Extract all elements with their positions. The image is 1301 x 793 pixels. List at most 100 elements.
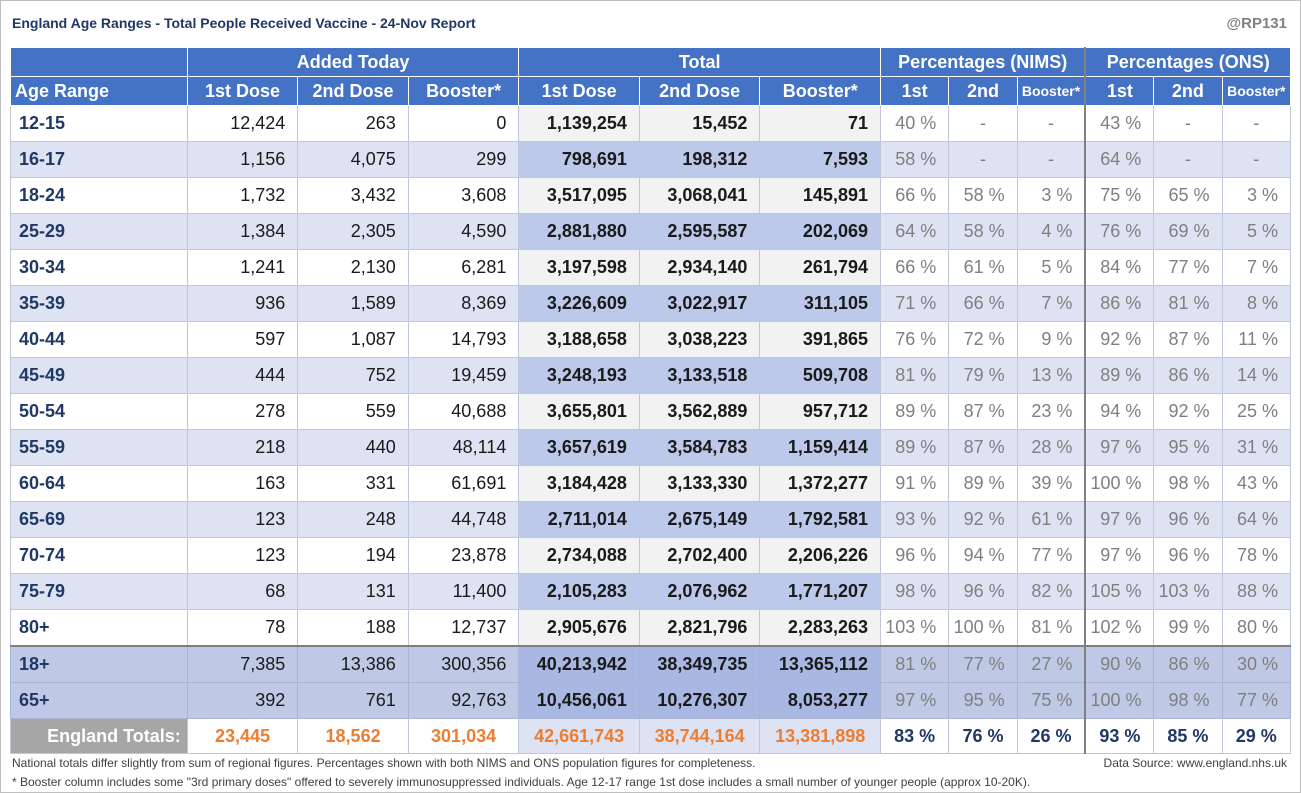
ons-booster-cell: 5 %	[1221, 213, 1292, 250]
nims-booster-cell: 28 %	[1016, 429, 1087, 466]
col-age-range: Age Range	[10, 76, 188, 106]
table-row: 16-17 1,156 4,075 299 798,691 198,312 7,593 58 …	[10, 141, 1292, 178]
ons-2nd-cell: 96 %	[1153, 501, 1223, 538]
data-source: Data Source: www.england.nhs.uk	[1103, 756, 1287, 770]
ons-2nd-cell: -	[1153, 141, 1223, 178]
total-booster-cell: 71	[759, 105, 881, 142]
added-1st-cell: 444	[186, 357, 299, 394]
england-totals-label: England Totals:	[10, 718, 188, 754]
header-column-row: Age Range 1st Dose 2nd Dose Booster* 1st…	[10, 76, 1292, 106]
total-2nd-cell: 2,934,140	[638, 249, 761, 286]
age-range-cell: 50-54	[10, 393, 188, 430]
age-range-cell: 40-44	[10, 321, 188, 358]
added-2nd-cell: 2,130	[297, 249, 409, 286]
total-2nd-cell: 3,068,041	[638, 177, 761, 214]
england-ons-booster-cell: 29 %	[1221, 718, 1292, 754]
ons-2nd-cell: 65 %	[1153, 177, 1223, 214]
table-row: 18+ 7,385 13,386 300,356 40,213,942 38,349,73…	[10, 645, 1292, 683]
footnote-national: National totals differ slightly from sum…	[12, 756, 756, 770]
added-1st-cell: 597	[186, 321, 299, 358]
total-2nd-cell: 38,349,735	[638, 645, 761, 683]
added-1st-cell: 936	[186, 285, 299, 322]
added-2nd-cell: 263	[297, 105, 409, 142]
added-2nd-cell: 752	[297, 357, 409, 394]
col-added-2nd-dose: 2nd Dose	[297, 76, 409, 106]
table-row: 75-79 68 131 11,400 2,105,283 2,076,962 1,771,…	[10, 573, 1292, 610]
added-1st-cell: 78	[186, 609, 299, 647]
nims-1st-cell: 98 %	[879, 573, 950, 610]
age-range-cell: 18-24	[10, 177, 188, 214]
age-range-cell: 70-74	[10, 537, 188, 574]
table-row: 18-24 1,732 3,432 3,608 3,517,095 3,068,041 14…	[10, 177, 1292, 214]
nims-2nd-cell: -	[948, 141, 1018, 178]
col-nims-1st: 1st	[879, 76, 950, 106]
nims-2nd-cell: 96 %	[948, 573, 1018, 610]
added-2nd-cell: 4,075	[297, 141, 409, 178]
nims-1st-cell: 89 %	[879, 393, 950, 430]
age-range-cell: 18+	[10, 645, 188, 683]
table-row: 55-59 218 440 48,114 3,657,619 3,584,783 1,159…	[10, 429, 1292, 466]
added-1st-cell: 1,156	[186, 141, 299, 178]
age-range-cell: 65-69	[10, 501, 188, 538]
total-booster-cell: 261,794	[759, 249, 881, 286]
added-booster-cell: 40,688	[407, 393, 520, 430]
nims-booster-cell: 77 %	[1016, 537, 1087, 574]
england-totals-row: England Totals: 23,445 18,562 301,034 42,661…	[10, 718, 1292, 754]
ons-2nd-cell: 103 %	[1153, 573, 1223, 610]
added-1st-cell: 278	[186, 393, 299, 430]
added-2nd-cell: 131	[297, 573, 409, 610]
added-1st-cell: 218	[186, 429, 299, 466]
nims-1st-cell: 71 %	[879, 285, 950, 322]
ons-booster-cell: 64 %	[1221, 501, 1292, 538]
age-range-cell: 12-15	[10, 105, 188, 142]
added-1st-cell: 123	[186, 537, 299, 574]
ons-2nd-cell: 98 %	[1153, 465, 1223, 502]
ons-booster-cell: 11 %	[1221, 321, 1292, 358]
col-total-booster: Booster*	[759, 76, 881, 106]
added-booster-cell: 299	[407, 141, 520, 178]
total-1st-cell: 2,711,014	[518, 501, 640, 538]
nims-2nd-cell: 100 %	[948, 609, 1018, 647]
nims-1st-cell: 91 %	[879, 465, 950, 502]
nims-booster-cell: 9 %	[1016, 321, 1087, 358]
total-booster-cell: 8,053,277	[759, 682, 881, 719]
nims-1st-cell: 96 %	[879, 537, 950, 574]
total-1st-cell: 1,139,254	[518, 105, 640, 142]
nims-1st-cell: 93 %	[879, 501, 950, 538]
added-booster-cell: 11,400	[407, 573, 520, 610]
nims-2nd-cell: 87 %	[948, 393, 1018, 430]
england-total-booster-cell: 13,381,898	[759, 718, 881, 754]
total-1st-cell: 3,226,609	[518, 285, 640, 322]
nims-1st-cell: 64 %	[879, 213, 950, 250]
added-2nd-cell: 440	[297, 429, 409, 466]
nims-1st-cell: 76 %	[879, 321, 950, 358]
added-2nd-cell: 188	[297, 609, 409, 647]
nims-1st-cell: 103 %	[879, 609, 950, 647]
england-ons-1st-cell: 93 %	[1084, 718, 1155, 754]
table-row: 65+ 392 761 92,763 10,456,061 10,276,307 8,053…	[10, 682, 1292, 719]
total-2nd-cell: 3,562,889	[638, 393, 761, 430]
ons-1st-cell: 100 %	[1084, 465, 1155, 502]
ons-2nd-cell: 86 %	[1153, 357, 1223, 394]
added-2nd-cell: 248	[297, 501, 409, 538]
total-2nd-cell: 2,821,796	[638, 609, 761, 647]
ons-2nd-cell: 92 %	[1153, 393, 1223, 430]
col-added-booster: Booster*	[407, 76, 520, 106]
nims-booster-cell: 27 %	[1016, 645, 1087, 683]
added-1st-cell: 1,384	[186, 213, 299, 250]
table-row: 80+ 78 188 12,737 2,905,676 2,821,796 2,283,26…	[10, 609, 1292, 647]
added-booster-cell: 44,748	[407, 501, 520, 538]
ons-1st-cell: 76 %	[1084, 213, 1155, 250]
added-booster-cell: 92,763	[407, 682, 520, 719]
col-ons-1st: 1st	[1084, 76, 1155, 106]
nims-1st-cell: 66 %	[879, 249, 950, 286]
nims-booster-cell: 81 %	[1016, 609, 1087, 647]
total-1st-cell: 3,517,095	[518, 177, 640, 214]
added-2nd-cell: 1,087	[297, 321, 409, 358]
added-booster-cell: 14,793	[407, 321, 520, 358]
added-1st-cell: 1,241	[186, 249, 299, 286]
added-2nd-cell: 761	[297, 682, 409, 719]
nims-2nd-cell: 79 %	[948, 357, 1018, 394]
ons-booster-cell: 88 %	[1221, 573, 1292, 610]
ons-booster-cell: 43 %	[1221, 465, 1292, 502]
